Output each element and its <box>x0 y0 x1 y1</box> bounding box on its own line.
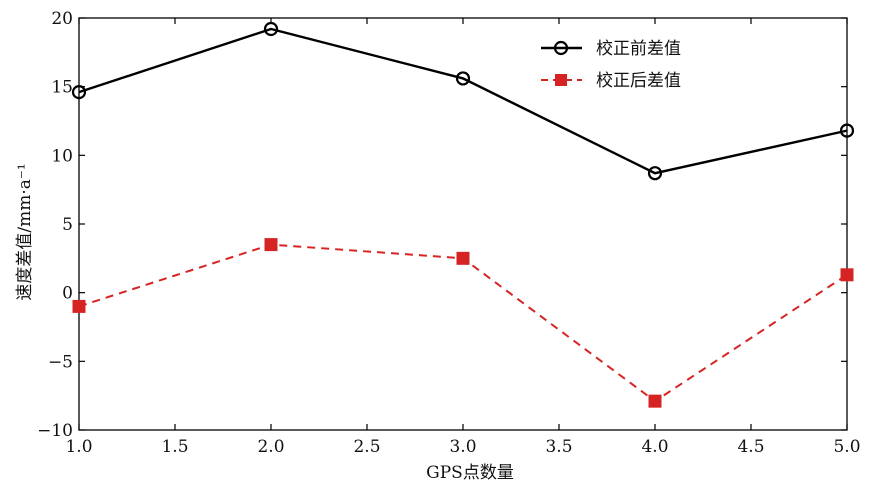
y-tick-label: −5 <box>48 352 73 372</box>
x-tick-label: 3.0 <box>449 437 476 457</box>
series <box>71 21 855 408</box>
x-axis-title: GPS点数量 <box>426 463 514 483</box>
legend-label-2: 校正后差值 <box>596 71 681 91</box>
data-point-square <box>264 238 278 252</box>
legend-marker-square <box>555 74 567 86</box>
x-tick-label: 4.5 <box>737 437 764 457</box>
data-point-square <box>840 268 854 282</box>
x-tick-label: 2.5 <box>353 437 380 457</box>
y-tick-label: −10 <box>37 421 73 441</box>
series-line-1 <box>78 27 848 175</box>
plot-frame <box>78 17 848 431</box>
y-tick-label: 20 <box>51 9 73 29</box>
data-point-circle <box>71 85 87 100</box>
x-tick-label: 3.5 <box>545 437 572 457</box>
data-point-circle <box>839 123 855 138</box>
legend-marker-circle <box>553 40 569 56</box>
x-tick-label: 2.0 <box>257 437 284 457</box>
data-point-square <box>456 251 470 265</box>
series-line-2 <box>78 243 848 403</box>
data-point-square <box>72 299 86 313</box>
y-tick-label: 15 <box>51 78 73 98</box>
x-tick-label: 1.0 <box>65 437 92 457</box>
data-point-circle <box>455 71 471 86</box>
data-point-circle <box>647 166 663 181</box>
ticks: 1.0 1.5 2.0 2.5 3.0 3.5 4.0 4.5 5.0 −10 −5 0 5 10 15 20 <box>37 9 860 457</box>
y-tick-label: 0 <box>62 284 73 304</box>
data-point-square <box>648 394 662 408</box>
y-tick-label: 5 <box>62 215 73 235</box>
legend-label-1: 校正前差值 <box>596 39 681 59</box>
y-axis-title: 速度差值/mm·a⁻¹ <box>15 163 35 300</box>
x-tick-label: 5.0 <box>833 437 860 457</box>
axes <box>78 17 848 431</box>
data-point-circle <box>263 21 279 37</box>
y-tick-label: 10 <box>51 146 73 166</box>
x-tick-label: 4.0 <box>641 437 668 457</box>
x-tick-label: 1.5 <box>161 437 188 457</box>
